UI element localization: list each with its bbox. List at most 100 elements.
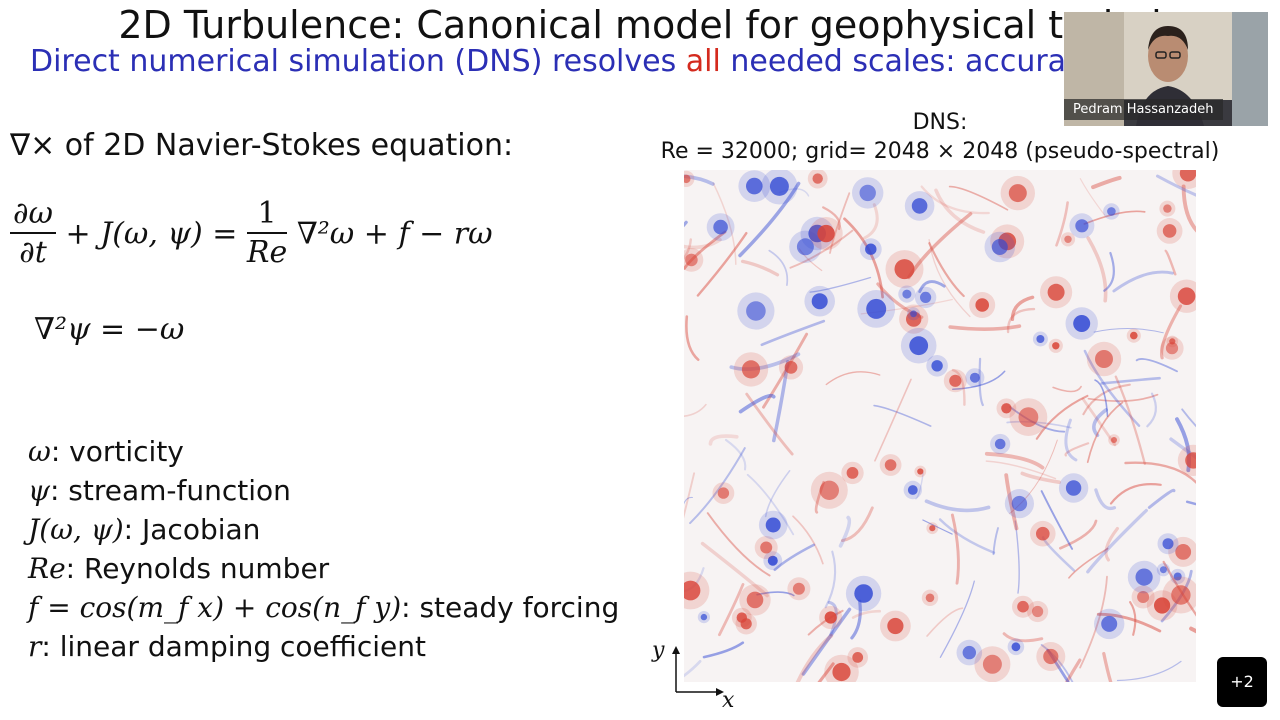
vorticity-field-image [684, 170, 1196, 682]
vorticity-filament [756, 591, 795, 597]
vorticity-filament [684, 230, 727, 270]
vortex-core [852, 652, 864, 663]
vorticity-filament [696, 232, 748, 297]
slide-subtitle: Direct numerical simulation (DNS) resolv… [30, 44, 1144, 79]
vortex-core [925, 593, 935, 603]
time-derivative: ∂ω ∂t [10, 196, 56, 272]
vortex-core [1173, 572, 1182, 581]
vorticity-filament [1010, 295, 1035, 321]
vortex-core [1043, 648, 1059, 665]
vorticity-filament [1059, 519, 1098, 550]
vorticity-filament [760, 319, 826, 347]
vorticity-field-svg [684, 170, 1196, 682]
vortex-core [832, 662, 851, 682]
vortex-core [846, 467, 859, 479]
vorticity-filament [801, 607, 852, 676]
definition-item: r: linear damping coefficient [28, 627, 619, 666]
vortex-core [700, 613, 708, 621]
vorticity-filament [1096, 612, 1162, 633]
vorticity-filament [1135, 358, 1178, 373]
definition-text: : Jacobian [123, 513, 261, 546]
vorticity-filament [729, 352, 801, 371]
definition-symbol: ψ [28, 474, 50, 507]
vortex-core [796, 238, 814, 256]
vorticity-filament [684, 238, 692, 260]
vortex-core [1154, 597, 1171, 614]
vorticity-filament [738, 393, 776, 414]
vorticity-filament [822, 206, 841, 231]
vortex-core [962, 645, 976, 660]
vorticity-filament [1079, 575, 1108, 669]
dns-params: Re = 32000; grid= 2048 × 2048 (pseudo-sp… [660, 139, 1220, 164]
definition-text: : stream-function [49, 474, 291, 507]
vorticity-filament [1104, 526, 1119, 562]
vortex-core [746, 301, 766, 321]
vortex-core [909, 336, 929, 356]
vortex-core [920, 291, 932, 303]
vortex-core [746, 591, 764, 609]
vorticity-filament [807, 609, 844, 636]
vorticity-filament [922, 519, 953, 535]
vorticity-filament [738, 181, 801, 258]
vortex-core [907, 485, 918, 495]
vorticity-filament [924, 499, 991, 513]
vorticity-filament [1087, 393, 1159, 402]
curl-heading: ∇× of 2D Navier-Stokes equation: [10, 128, 514, 163]
vorticity-filament [702, 641, 745, 659]
vortex-core [1032, 605, 1044, 618]
vorticity-filament [1169, 437, 1196, 460]
vorticity-filament [1112, 270, 1175, 293]
vortex-core [1001, 403, 1012, 414]
vorticity-filament [920, 185, 990, 215]
vorticity-filament [938, 518, 996, 554]
vortex-core [741, 360, 761, 379]
vorticity-filament [1040, 644, 1074, 682]
vortex-core [917, 468, 924, 475]
vortex-core [884, 459, 897, 471]
vortex-core [811, 293, 828, 310]
vortex-core [1175, 544, 1192, 560]
vorticity-filament [825, 371, 881, 386]
vorticity-filament [1006, 307, 1036, 334]
vorticity-filament [746, 473, 795, 536]
vorticity-filament [1094, 379, 1109, 417]
vorticity-filament [1004, 473, 1019, 531]
vorticity-filament [948, 185, 1009, 211]
vortex-core [1165, 342, 1179, 355]
definition-symbol: f = cos(m_f x) + cos(n_f y) [28, 591, 402, 624]
vorticity-filament [724, 438, 747, 471]
vorticity-filament [1065, 658, 1082, 682]
vortex-core [865, 243, 877, 255]
vorticity-filament [1082, 383, 1131, 416]
vortex-core [792, 582, 805, 595]
vortex-core [784, 361, 798, 374]
inverse-reynolds: 1 Re [246, 196, 288, 272]
vorticity-filament [1181, 184, 1196, 233]
vorticity-filament [1094, 488, 1117, 511]
vortex-core [906, 311, 922, 327]
vortex-core [1185, 452, 1196, 469]
vorticity-filament [1116, 660, 1182, 682]
vorticity-filament [1159, 304, 1183, 360]
speaker-video-tile[interactable]: Pedram Hassanzadeh [1064, 12, 1268, 126]
time-derivative-num: ∂ω [10, 196, 56, 234]
vorticity-filament [1086, 401, 1124, 464]
vorticity-filament [926, 607, 964, 637]
more-participants-button[interactable]: +2 [1217, 657, 1267, 707]
vorticity-filament [768, 249, 789, 286]
vortex-core [887, 617, 904, 635]
vorticity-filament [934, 188, 986, 234]
definition-text: : steady forcing [401, 591, 620, 624]
vorticity-filament [1156, 174, 1196, 197]
vortex-core [902, 289, 912, 299]
vortex-core [1130, 331, 1138, 340]
vortex-core [1163, 204, 1172, 213]
definition-text: : Reynolds number [65, 552, 330, 585]
vorticity-filament [1086, 236, 1108, 303]
vortex-core [765, 517, 781, 533]
vortex-core [1169, 338, 1176, 345]
vorticity-filament [1093, 328, 1164, 334]
vorticity-filament [952, 370, 1006, 391]
vorticity-filament [684, 496, 693, 505]
vortex-core [1159, 566, 1167, 574]
